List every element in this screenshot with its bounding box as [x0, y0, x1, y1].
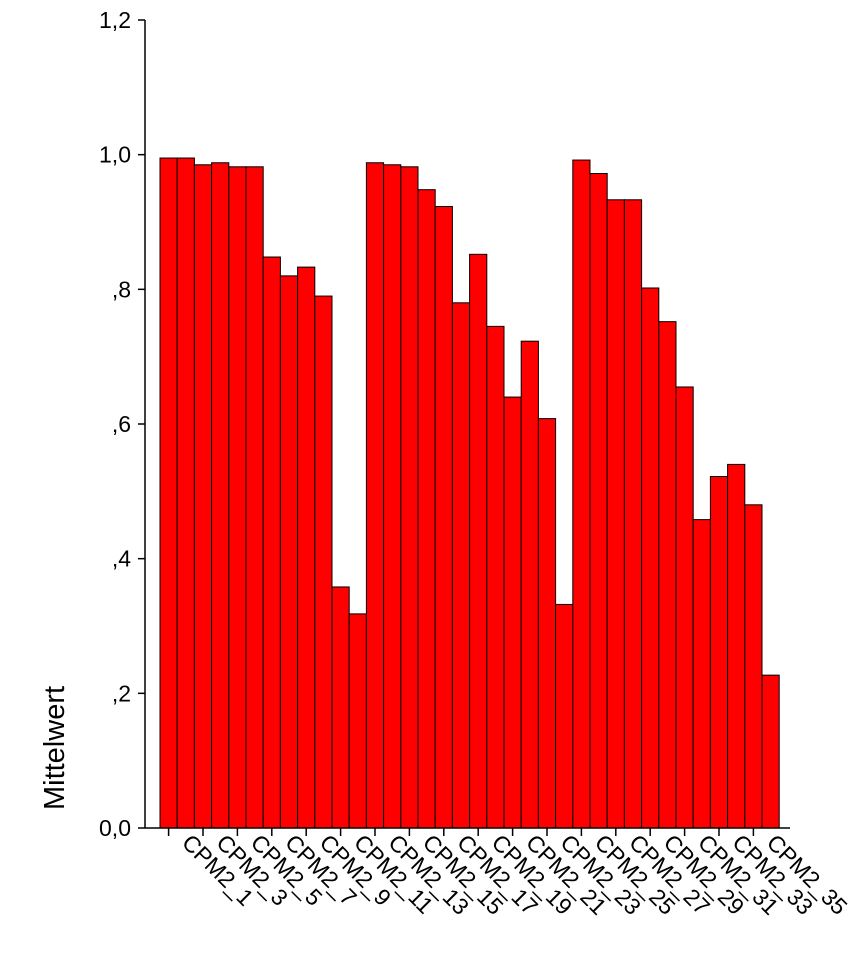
bar-CPM2_32 — [692, 519, 711, 829]
bar-CPM2_13 — [365, 162, 385, 829]
bar-CPM2_18 — [451, 302, 471, 829]
bar-CPM2_3 — [193, 164, 213, 829]
bar-CPM2_11 — [331, 586, 350, 829]
bar-CPM2_24 — [555, 603, 574, 829]
y-tick-label: ,6 — [112, 411, 131, 437]
bar-CPM2_7 — [262, 256, 281, 829]
bar-CPM2_17 — [434, 206, 453, 829]
bar-CPM2_6 — [245, 166, 264, 829]
bar-CPM2_4 — [211, 162, 230, 829]
y-tick-label: ,8 — [112, 276, 131, 302]
bar-CPM2_36 — [761, 674, 780, 829]
y-axis-label: Mittelwert — [39, 686, 71, 810]
y-tick-label: 1,0 — [99, 142, 131, 168]
bar-CPM2_26 — [589, 173, 608, 829]
bar-CPM2_10 — [314, 295, 333, 829]
bar-CPM2_34 — [727, 463, 746, 829]
bar-CPM2_19 — [469, 253, 488, 829]
bar-CPM2_25 — [572, 159, 591, 829]
bar-CPM2_29 — [641, 287, 660, 829]
bar-CPM2_31 — [675, 386, 694, 829]
bar-CPM2_20 — [486, 325, 505, 829]
bar-CPM2_8 — [279, 275, 299, 829]
x-ticks-group: CPM2_1CPM2_3CPM2_5CPM2_7CPM2_9CPM2_11CPM… — [167, 828, 853, 920]
bar-CPM2_12 — [348, 613, 367, 829]
bar-CPM2_14 — [383, 164, 402, 829]
bar-CPM2_15 — [400, 166, 419, 829]
bar-CPM2_30 — [658, 321, 677, 829]
bars-group — [159, 157, 780, 829]
y-tick-label: 0,0 — [99, 815, 131, 841]
bar-CPM2_1 — [159, 157, 178, 829]
bar-CPM2_9 — [297, 266, 316, 829]
y-tick-label: ,4 — [112, 546, 131, 572]
bar-CPM2_27 — [606, 199, 625, 829]
bar-CPM2_21 — [503, 396, 522, 829]
bar-CPM2_35 — [744, 504, 763, 829]
bar-CPM2_22 — [520, 340, 539, 829]
bar-CPM2_28 — [623, 199, 643, 829]
bar-CPM2_5 — [228, 166, 247, 829]
bar-CPM2_33 — [709, 476, 729, 829]
bar-CPM2_16 — [417, 189, 436, 829]
bar-CPM2_2 — [176, 157, 195, 829]
y-ticks-group: 0,0 ,2 ,4 ,6 ,8 1,0 1,2 — [99, 7, 145, 841]
y-tick-label: ,2 — [112, 680, 131, 706]
y-tick-label: 1,2 — [99, 7, 131, 33]
bar-CPM2_23 — [537, 418, 557, 829]
